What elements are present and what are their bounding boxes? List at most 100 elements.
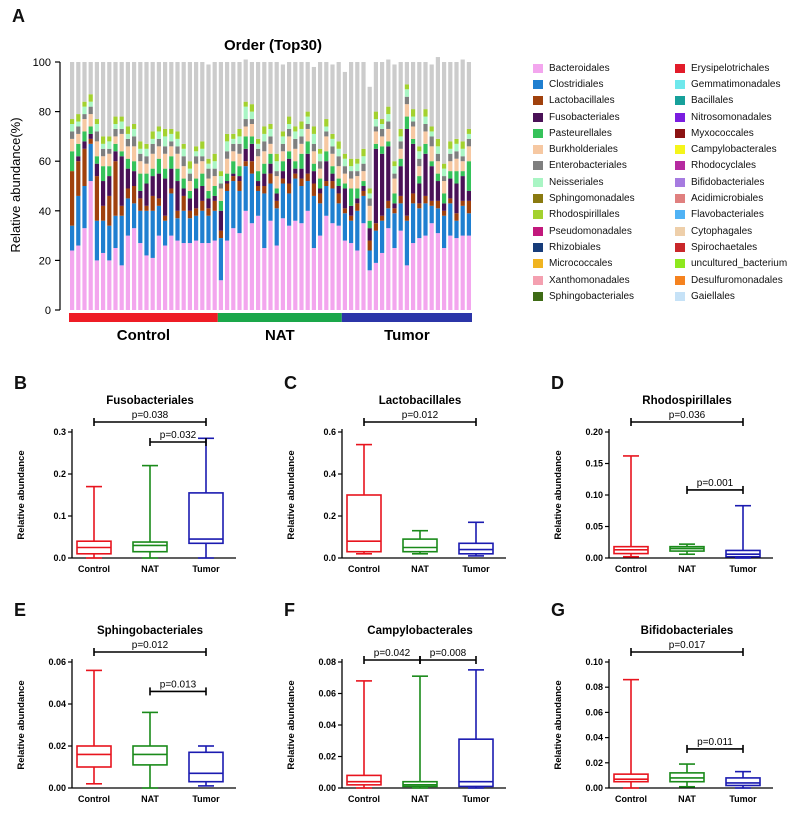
bar-segment bbox=[380, 124, 385, 129]
bar-segment bbox=[274, 200, 279, 209]
bar-segment bbox=[355, 176, 360, 189]
box-iqr bbox=[76, 745, 112, 768]
bar-segment bbox=[156, 158, 161, 174]
sample-bar-stack bbox=[442, 62, 447, 310]
y-tick-label: 20 bbox=[39, 255, 51, 267]
bar-segment bbox=[398, 128, 403, 137]
box-iqr bbox=[613, 773, 649, 783]
box-iqr bbox=[458, 738, 494, 788]
bar-segment bbox=[287, 136, 292, 152]
bar-segment bbox=[398, 166, 403, 196]
legend-label: Sphingomonadales bbox=[549, 193, 635, 205]
bar-segment bbox=[423, 62, 428, 110]
bar-segment bbox=[423, 195, 428, 204]
bar-segment bbox=[330, 133, 335, 139]
bar-segment bbox=[460, 235, 465, 310]
bar-segment bbox=[404, 84, 409, 90]
sample-bar-stack bbox=[466, 62, 471, 310]
bar-segment bbox=[156, 198, 161, 206]
bar-segment bbox=[125, 158, 130, 169]
bar-segment bbox=[404, 128, 409, 216]
legend-swatch bbox=[533, 63, 543, 73]
bar-segment bbox=[392, 203, 397, 209]
bar-segment bbox=[113, 151, 118, 162]
bar-segment bbox=[274, 62, 279, 154]
bar-segment bbox=[299, 153, 304, 169]
box-nat bbox=[669, 763, 705, 788]
bar-segment bbox=[225, 181, 230, 184]
bar-segment bbox=[125, 235, 130, 310]
box-iqr bbox=[725, 777, 761, 787]
panel-letter-f: F bbox=[284, 600, 295, 620]
sample-bar-stack bbox=[305, 62, 310, 310]
legend-item: Bacteroidales bbox=[533, 60, 635, 76]
bar-segment bbox=[156, 205, 161, 236]
bar-segment bbox=[435, 138, 440, 147]
legend-swatch bbox=[675, 161, 685, 171]
bar-segment bbox=[280, 161, 285, 172]
legend-swatch bbox=[675, 275, 685, 285]
bar-segment bbox=[392, 173, 397, 179]
significance-bracket: p=0.001 bbox=[686, 478, 744, 494]
bar-segment bbox=[101, 156, 106, 167]
bar-segment bbox=[225, 151, 230, 159]
bar-segment bbox=[70, 138, 75, 152]
bar-segment bbox=[274, 161, 279, 172]
bar-segment bbox=[336, 156, 341, 167]
bar-segment bbox=[392, 166, 397, 174]
bar-segment bbox=[169, 146, 174, 157]
bar-segment bbox=[125, 138, 130, 147]
bar-segment bbox=[132, 136, 137, 147]
legend-item: Rhodospirillales bbox=[533, 207, 635, 223]
bar-segment bbox=[225, 173, 230, 182]
bar-segment bbox=[305, 116, 310, 124]
bar-segment bbox=[466, 161, 471, 191]
bar-segment bbox=[429, 64, 434, 127]
bar-segment bbox=[101, 148, 106, 157]
bar-segment bbox=[460, 161, 465, 172]
bar-stacks bbox=[70, 57, 471, 310]
bar-segment bbox=[460, 200, 465, 206]
bar-segment bbox=[454, 151, 459, 159]
y-tick-label: 0.08 bbox=[318, 657, 336, 667]
legend-label: Bacillales bbox=[691, 95, 734, 107]
bar-segment bbox=[268, 128, 273, 137]
x-tick-label: Tumor bbox=[192, 794, 220, 804]
bar-segment bbox=[107, 176, 112, 196]
legend-item: Enterobacteriales bbox=[533, 158, 635, 174]
bar-segment bbox=[119, 156, 124, 206]
sample-bar-stack bbox=[163, 62, 168, 310]
bar-segment bbox=[107, 153, 112, 167]
sample-bar-stack bbox=[88, 62, 93, 310]
bar-segment bbox=[132, 186, 137, 204]
bar-segment bbox=[361, 156, 366, 164]
bar-segment bbox=[169, 133, 174, 142]
box-iqr bbox=[188, 751, 224, 783]
bar-segment bbox=[280, 171, 285, 179]
legend-item: Fusobacteriales bbox=[533, 109, 635, 125]
bar-segment bbox=[163, 178, 168, 216]
bar-segment bbox=[187, 190, 192, 199]
box-nat bbox=[402, 529, 438, 555]
p-value-label: p=0.012 bbox=[132, 640, 169, 651]
bar-segment bbox=[181, 156, 186, 167]
bar-segment bbox=[101, 136, 106, 144]
bar-segment bbox=[101, 252, 106, 310]
bar-segment bbox=[349, 188, 354, 206]
bar-segment bbox=[138, 148, 143, 154]
bar-segment bbox=[249, 223, 254, 310]
bar-segment bbox=[386, 146, 391, 201]
bar-segment bbox=[138, 141, 143, 149]
bar-segment bbox=[200, 161, 205, 174]
bar-segment bbox=[212, 186, 217, 196]
bar-segment bbox=[231, 173, 236, 177]
y-tick-label: 0.2 bbox=[323, 511, 336, 521]
bar-segment bbox=[330, 146, 335, 154]
group-label: NAT bbox=[265, 327, 295, 344]
bar-segment bbox=[175, 168, 180, 182]
bar-segment bbox=[107, 141, 112, 149]
bar-segment bbox=[163, 146, 168, 154]
bar-segment bbox=[268, 124, 273, 129]
bar-segment bbox=[225, 183, 230, 191]
bar-segment bbox=[194, 156, 199, 164]
